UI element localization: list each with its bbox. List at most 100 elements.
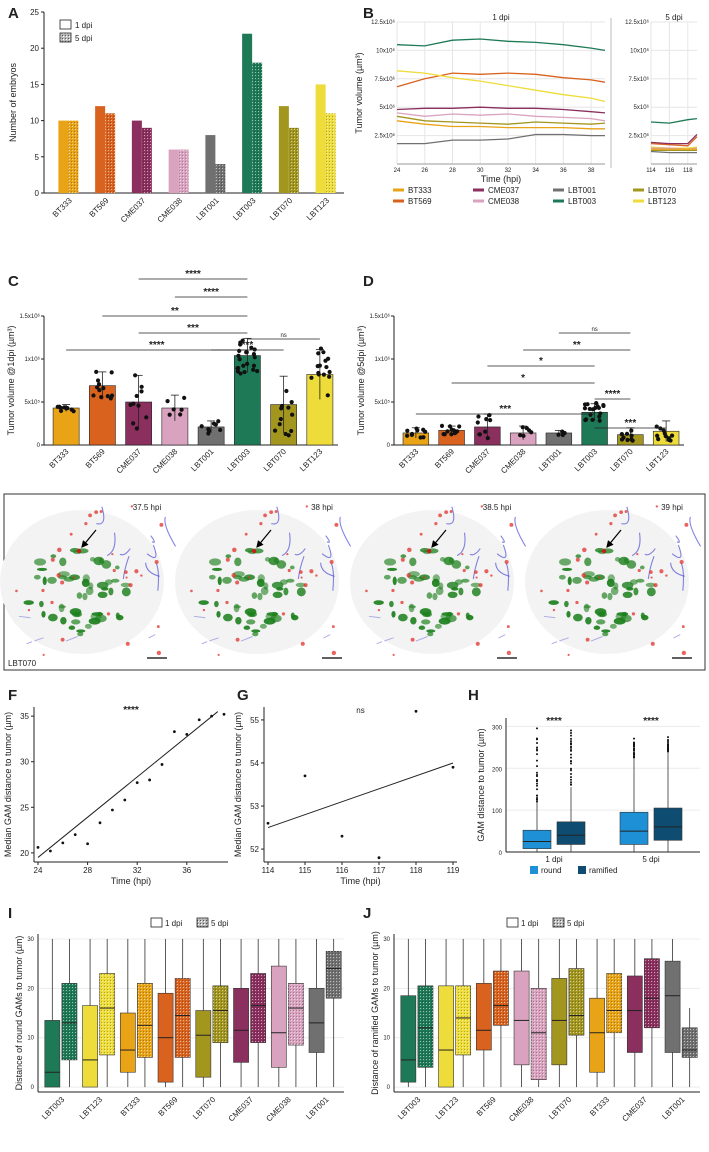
e-vessel	[26, 641, 33, 645]
e-tumor-cell	[216, 610, 221, 618]
a-bar	[131, 120, 142, 193]
e-gam-cell	[124, 570, 128, 574]
e-tumor-cell	[426, 629, 436, 633]
d-data-point	[590, 417, 595, 422]
h-y-axis-label: GAM distance to tumor (µm)	[476, 728, 486, 841]
d-data-point	[593, 405, 598, 411]
b-series-line	[396, 106, 606, 114]
e-gam-cell	[73, 576, 76, 579]
g-y-tick-label: 55	[250, 716, 259, 725]
b-x-tick-label: 32	[505, 168, 512, 174]
h-outlier	[570, 767, 572, 770]
d-data-point	[485, 436, 490, 441]
i-x-tick-label: LBT070	[191, 1095, 218, 1122]
j-y-tick-label: 0	[387, 1085, 391, 1091]
b-y-axis-label: Tumor volume (µm³)	[354, 52, 364, 133]
f-x-tick-label: 28	[83, 866, 92, 875]
d-data-point	[441, 432, 446, 437]
e-tumor-cell	[209, 558, 222, 566]
i-legend-label: 1 dpi	[165, 919, 183, 928]
e-gam-cell	[506, 625, 510, 629]
e-tumor-cell	[421, 619, 431, 625]
b-y-tick-label-right: 10x10⁶	[630, 47, 649, 54]
c-data-point	[327, 374, 332, 379]
j-box-hatch	[644, 958, 660, 1028]
h-outlier	[570, 748, 572, 751]
e-vessel	[368, 615, 381, 619]
d-data-point	[484, 417, 489, 422]
b-legend-label: LBT003	[568, 197, 597, 206]
e-tumor-cell	[96, 581, 109, 589]
f-data-point	[222, 712, 226, 716]
e-vessel	[119, 548, 131, 556]
e-vessel	[325, 535, 330, 543]
a-x-tick-label: BT333	[51, 196, 74, 219]
h-legend-swatch	[530, 866, 538, 874]
e-gam-cell	[637, 568, 641, 573]
d-data-point	[556, 432, 561, 437]
d-y-axis-label: Tumor volume @5dpi (µm³)	[356, 325, 366, 435]
e-vessel	[271, 506, 280, 525]
h-y-tick-label: 300	[492, 725, 503, 731]
e-gam-cell	[225, 600, 229, 605]
a-x-tick-label: LBT003	[231, 196, 258, 223]
c-data-point	[216, 419, 221, 424]
g-data-point	[377, 856, 381, 860]
b-series-line	[397, 133, 605, 145]
e-tumor-cell	[645, 582, 656, 588]
d-data-point	[655, 433, 660, 438]
c-data-point	[251, 363, 257, 368]
g-x-tick-label: 114	[262, 866, 275, 875]
j-box-hatch	[493, 971, 509, 1026]
h-box	[556, 821, 586, 845]
e-tumor-cell	[471, 587, 481, 597]
e-tumor-cell	[111, 578, 120, 583]
e-tumor-cell	[392, 576, 397, 586]
e-tumor-cell	[582, 571, 595, 578]
b-series-line-right	[650, 150, 697, 154]
d-data-point	[477, 432, 483, 437]
e-gam-cell	[202, 608, 206, 612]
b-y-tick-label-right: 5x10⁶	[634, 104, 650, 111]
b-series-line	[396, 70, 606, 103]
c-data-point	[283, 431, 288, 437]
a-bar	[168, 149, 179, 193]
e-frame-time-label: 37.5 hpi	[133, 503, 162, 512]
e-tumor-cell	[458, 587, 464, 596]
b-y-tick-label: 2.5x10⁶	[375, 133, 396, 140]
h-outlier	[536, 737, 538, 740]
e-gam-cell	[42, 653, 45, 656]
e-vessel	[514, 516, 527, 547]
h-outlier	[633, 754, 635, 757]
e-tumor-cell	[593, 625, 601, 630]
h-outlier	[570, 781, 572, 784]
e-frame-time-label: 39 hpi	[661, 503, 683, 512]
e-tumor-cell	[400, 554, 407, 559]
h-significance-label: ****	[643, 716, 659, 727]
e-tumor-cell	[223, 613, 233, 622]
c-data-point	[316, 372, 321, 377]
e-vessel	[376, 641, 383, 645]
e-tumor-cell	[84, 623, 92, 629]
b-x-tick-label: 34	[532, 168, 539, 174]
e-gam-cell	[259, 522, 263, 526]
e-gam-cell	[681, 625, 685, 629]
d-data-point	[630, 438, 635, 443]
e-tumor-cell	[88, 582, 94, 590]
f-data-point	[210, 714, 214, 718]
e-tracked-gam	[251, 548, 257, 554]
g-y-tick-label: 52	[250, 845, 259, 854]
e-vessel	[500, 535, 505, 543]
h-outlier	[667, 750, 669, 753]
e-vessel	[294, 548, 306, 556]
j-box	[551, 978, 568, 1066]
panel-h-chart: 0 100 200 300 GAM distance to tumor (µm) 1 dp…	[476, 716, 700, 875]
d-data-point	[560, 432, 565, 438]
c-data-point	[289, 399, 294, 405]
i-legend-swatch	[196, 917, 209, 928]
i-x-tick-label: BT569	[157, 1095, 180, 1118]
f-data-point	[160, 763, 164, 766]
e-tumor-cell	[82, 592, 88, 601]
c-significance-label: ****	[149, 340, 165, 351]
e-tumor-cell	[447, 591, 458, 599]
